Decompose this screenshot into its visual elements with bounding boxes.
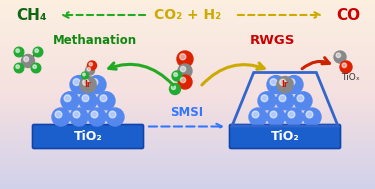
FancyArrowPatch shape xyxy=(202,63,264,85)
Circle shape xyxy=(288,79,295,85)
Circle shape xyxy=(336,53,340,58)
Circle shape xyxy=(88,76,106,94)
FancyBboxPatch shape xyxy=(230,125,340,149)
FancyArrowPatch shape xyxy=(302,58,329,69)
Circle shape xyxy=(52,108,70,126)
Circle shape xyxy=(288,111,295,118)
Text: CO: CO xyxy=(336,8,360,22)
Text: TiO₂: TiO₂ xyxy=(74,130,102,143)
FancyArrowPatch shape xyxy=(109,63,173,85)
Circle shape xyxy=(171,85,176,90)
Circle shape xyxy=(35,49,39,53)
Circle shape xyxy=(82,79,89,85)
Circle shape xyxy=(87,61,96,70)
Circle shape xyxy=(106,108,124,126)
Circle shape xyxy=(280,79,286,85)
Circle shape xyxy=(70,108,88,126)
Circle shape xyxy=(270,79,277,85)
Circle shape xyxy=(303,108,321,126)
Circle shape xyxy=(285,108,303,126)
Circle shape xyxy=(252,111,259,118)
Text: RWGS: RWGS xyxy=(249,35,295,47)
Circle shape xyxy=(178,64,192,78)
Circle shape xyxy=(180,54,186,60)
Circle shape xyxy=(33,65,36,68)
Circle shape xyxy=(33,47,43,57)
Circle shape xyxy=(81,72,88,79)
Circle shape xyxy=(83,73,86,76)
Circle shape xyxy=(334,51,346,63)
Circle shape xyxy=(79,92,97,110)
Circle shape xyxy=(24,57,28,62)
Circle shape xyxy=(170,84,180,94)
Circle shape xyxy=(31,63,41,73)
Circle shape xyxy=(97,92,115,110)
Circle shape xyxy=(89,63,93,66)
Circle shape xyxy=(91,111,98,118)
Text: Ir: Ir xyxy=(85,80,92,89)
Circle shape xyxy=(61,92,79,110)
Circle shape xyxy=(267,76,285,94)
Circle shape xyxy=(180,77,186,83)
Circle shape xyxy=(88,108,106,126)
Circle shape xyxy=(306,111,313,118)
Circle shape xyxy=(14,63,24,73)
FancyBboxPatch shape xyxy=(33,125,144,149)
Circle shape xyxy=(21,54,34,67)
Text: SMSI: SMSI xyxy=(170,105,203,119)
Circle shape xyxy=(80,77,96,93)
Circle shape xyxy=(267,108,285,126)
Circle shape xyxy=(340,61,352,73)
Circle shape xyxy=(55,111,62,118)
Circle shape xyxy=(177,51,193,67)
Circle shape xyxy=(276,92,294,110)
Circle shape xyxy=(297,95,304,102)
Circle shape xyxy=(70,76,88,94)
Circle shape xyxy=(16,49,20,53)
Circle shape xyxy=(249,108,267,126)
Circle shape xyxy=(73,111,80,118)
Circle shape xyxy=(86,66,94,75)
Text: CO₂ + H₂: CO₂ + H₂ xyxy=(154,8,222,22)
Circle shape xyxy=(82,95,89,102)
Circle shape xyxy=(342,63,346,68)
Circle shape xyxy=(261,95,268,102)
Circle shape xyxy=(64,95,71,102)
Circle shape xyxy=(270,111,277,118)
Circle shape xyxy=(180,66,186,72)
Circle shape xyxy=(100,95,107,102)
Circle shape xyxy=(16,65,20,68)
Circle shape xyxy=(285,76,303,94)
Circle shape xyxy=(279,95,286,102)
Circle shape xyxy=(14,47,24,57)
Text: CH₄: CH₄ xyxy=(16,8,47,22)
Circle shape xyxy=(294,92,312,110)
Circle shape xyxy=(109,111,116,118)
Text: TiOₓ: TiOₓ xyxy=(341,73,360,82)
Circle shape xyxy=(91,79,98,85)
Circle shape xyxy=(172,71,182,81)
Text: Methanation: Methanation xyxy=(53,35,137,47)
Circle shape xyxy=(277,77,293,93)
Circle shape xyxy=(87,67,90,71)
Circle shape xyxy=(174,73,177,77)
Text: Ir: Ir xyxy=(282,80,288,89)
Text: TiO₂: TiO₂ xyxy=(271,130,299,143)
Circle shape xyxy=(258,92,276,110)
Circle shape xyxy=(178,75,192,89)
Circle shape xyxy=(73,79,80,85)
